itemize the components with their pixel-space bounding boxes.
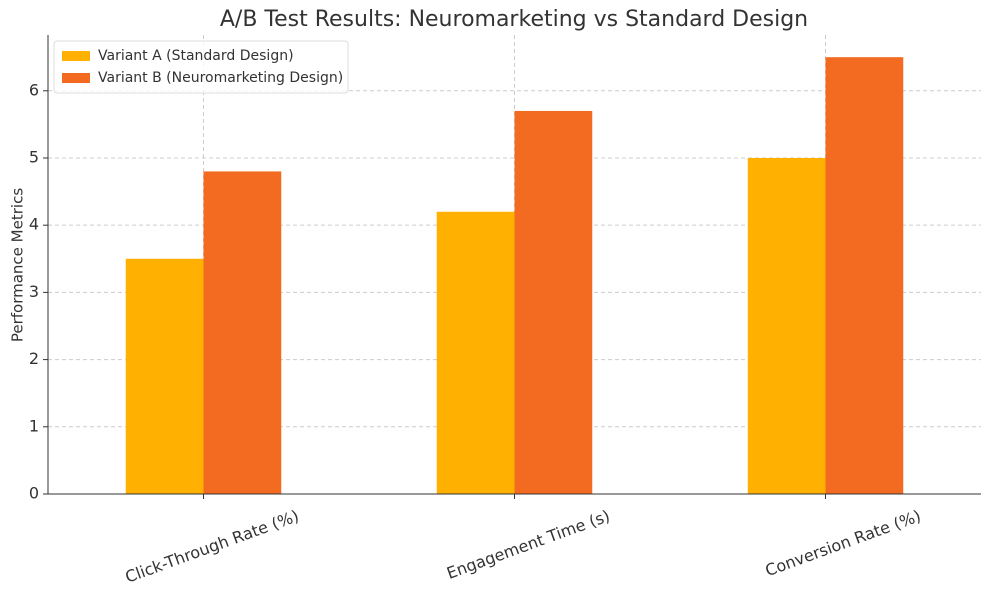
legend-box: [53, 40, 349, 94]
y-tick-label: 3: [29, 282, 39, 301]
y-tick-label: 6: [29, 80, 39, 99]
chart-title: A/B Test Results: Neuromarketing vs Stan…: [220, 7, 808, 32]
legend-label: Variant A (Standard Design): [98, 48, 294, 64]
bar: [125, 258, 204, 494]
y-tick-label: 4: [29, 215, 39, 234]
y-axis-label: Performance Metrics: [9, 188, 27, 342]
y-tick-label: 1: [29, 416, 39, 435]
bar: [747, 157, 826, 495]
y-tick-label: 2: [29, 349, 39, 368]
legend-swatch: [62, 51, 90, 61]
bar: [825, 57, 904, 495]
legend-label: Variant B (Neuromarketing Design): [98, 70, 343, 86]
legend-swatch: [62, 73, 90, 83]
y-tick-label: 5: [29, 147, 39, 166]
bar: [436, 211, 515, 494]
bar: [203, 171, 282, 494]
y-tick-label: 0: [29, 484, 39, 503]
bar: [514, 110, 593, 494]
